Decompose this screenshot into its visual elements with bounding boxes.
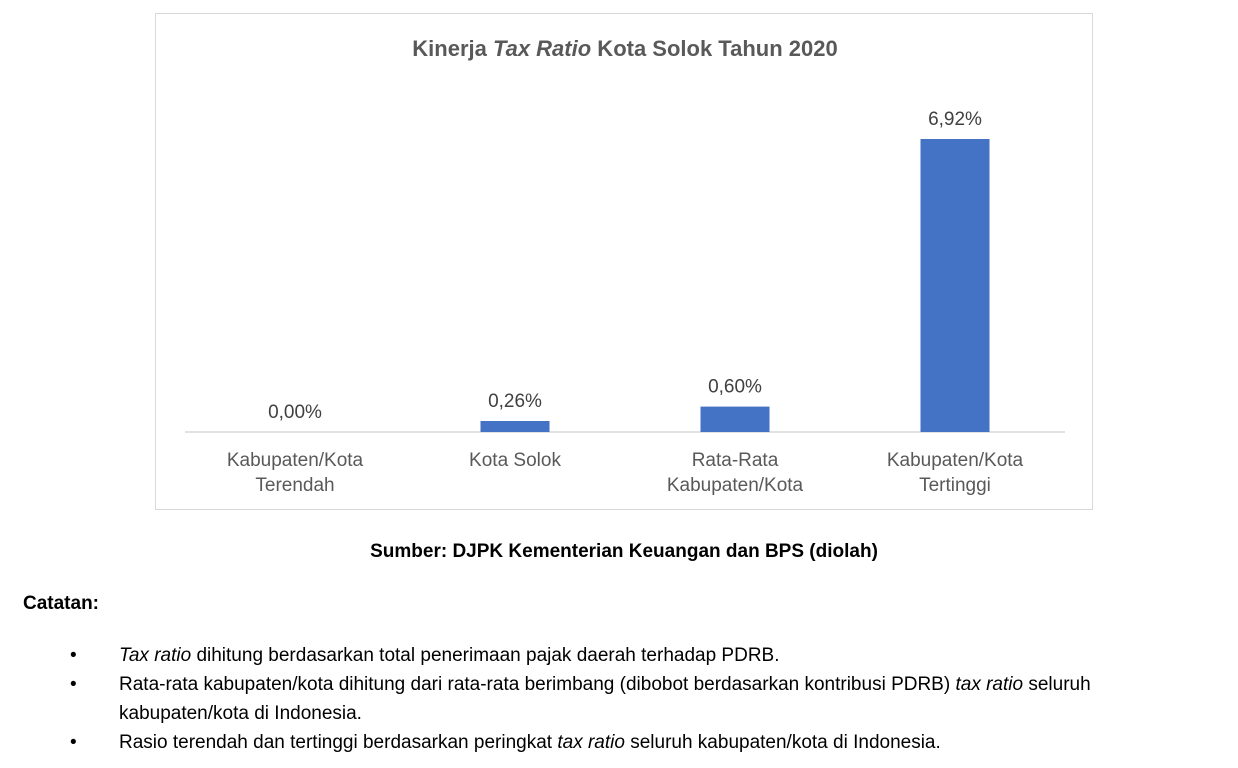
chart-title: Kinerja Tax Ratio Kota Solok Tahun 2020 xyxy=(412,36,837,61)
bar xyxy=(920,139,990,432)
bar-value-label: 0,00% xyxy=(268,402,322,423)
note-text: Rata-rata kabupaten/kota dihitung dari r… xyxy=(119,674,956,695)
notes-title: Catatan: xyxy=(23,593,100,614)
category-label: Kabupaten/Kota Tertinggi xyxy=(887,450,1024,496)
note-italic-text: tax ratio xyxy=(557,732,625,753)
chart-container: Kinerja Tax Ratio Kota Solok Tahun 2020 … xyxy=(155,13,1093,510)
note-text: Rasio terendah dan tertinggi berdasarkan… xyxy=(119,732,558,753)
bar-value-label: 0,26% xyxy=(488,391,542,412)
bars-group: 0,00% Kabupaten/Kota Terendah 0,26% Kota Sol… xyxy=(227,109,1024,496)
bullet-icon: • xyxy=(70,732,77,753)
bar xyxy=(700,406,770,432)
note-italic-text: tax ratio xyxy=(955,674,1024,695)
category-label-line: Kabupaten/Kota xyxy=(227,450,364,471)
category-label-line: Terendah xyxy=(255,475,334,496)
chart-title-part: Kota Solok Tahun 2020 xyxy=(591,36,838,61)
chart-title-italic: Tax Ratio xyxy=(493,36,591,61)
bar-chart: Kinerja Tax Ratio Kota Solok Tahun 2020 … xyxy=(185,36,1065,496)
note-item: • Rasio terendah dan tertinggi berdasarka… xyxy=(0,728,1238,757)
category-label-line: Tertinggi xyxy=(919,475,991,496)
note-text: seluruh kabupaten/kota di Indonesia. xyxy=(119,674,1091,724)
note-item: • Tax ratio dihitung berdasarkan total pe… xyxy=(0,641,1238,670)
category-label-line: Kota Solok xyxy=(469,450,561,471)
category-label: Rata-Rata Kabupaten/Kota xyxy=(667,450,804,496)
category-label-line: Rata-Rata xyxy=(692,450,779,471)
bullet-icon: • xyxy=(70,645,77,666)
category-label: Kabupaten/Kota Terendah xyxy=(227,450,364,496)
note-italic-text: Tax ratio xyxy=(119,645,192,666)
note-text: dihitung berdasarkan total penerimaan pa… xyxy=(191,645,780,666)
bar xyxy=(480,420,550,432)
source-caption: Sumber: DJPK Kementerian Keuangan dan BP… xyxy=(370,541,878,562)
bar-value-label: 0,60% xyxy=(708,377,762,398)
bar-value-label: 6,92% xyxy=(928,109,982,130)
category-label: Kota Solok xyxy=(469,450,561,471)
category-label-line: Kabupaten/Kota xyxy=(887,450,1024,471)
category-label-line: Kabupaten/Kota xyxy=(667,475,804,496)
note-text: seluruh kabupaten/kota di Indonesia. xyxy=(624,732,941,753)
notes-list: • Tax ratio dihitung berdasarkan total pe… xyxy=(0,641,1238,757)
bullet-icon: • xyxy=(70,674,77,695)
chart-title-part: Kinerja xyxy=(412,36,493,61)
note-item: • Rata-rata kabupaten/kota dihitung dari … xyxy=(0,670,1238,728)
